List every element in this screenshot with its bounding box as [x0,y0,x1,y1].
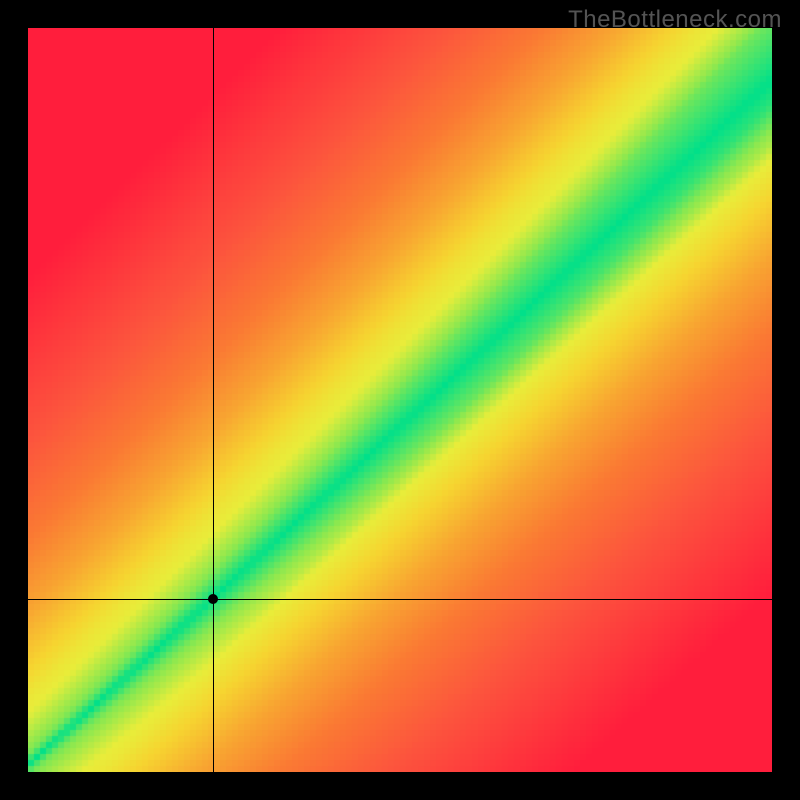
heatmap-canvas [28,28,772,772]
watermark-text: TheBottleneck.com [568,6,782,34]
selection-marker [208,594,218,604]
crosshair-vertical [213,28,214,772]
bottleneck-heatmap [28,28,772,772]
crosshair-horizontal [28,599,772,600]
chart-container: TheBottleneck.com [0,0,800,800]
